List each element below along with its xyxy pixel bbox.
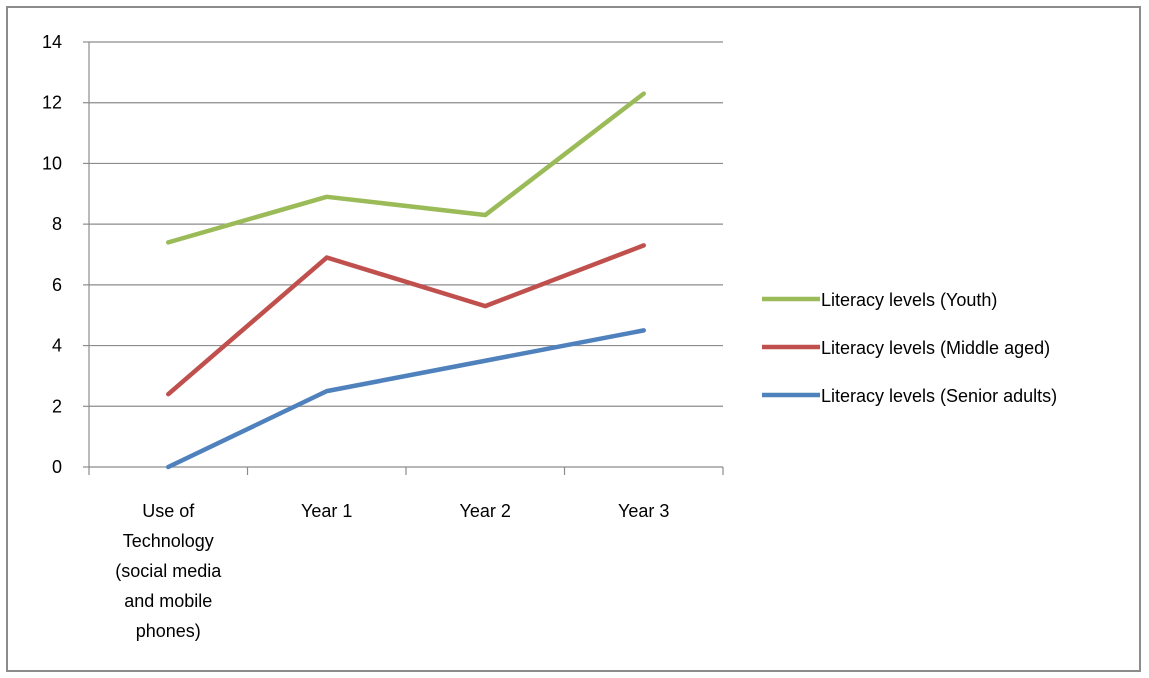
x-tick-label: Year 1: [301, 501, 352, 521]
legend-label: Literacy levels (Middle aged): [821, 338, 1050, 358]
x-tick-label: Use of Technology (social media and mobile p…: [115, 501, 222, 641]
legend-item: Literacy levels (Senior adults): [762, 386, 1057, 406]
y-tick-label: 2: [52, 396, 62, 416]
y-tick-label: 0: [52, 457, 62, 477]
y-tick-label: 4: [52, 336, 62, 356]
series-line: [166, 243, 646, 397]
series-line: [166, 328, 646, 470]
y-axis-tick-labels: 0 2 4 6 8 10 12 14: [42, 32, 62, 477]
axes: [83, 41, 724, 475]
x-tick-label: Year 3: [618, 501, 669, 521]
y-tick-label: 8: [52, 214, 62, 234]
chart-frame: [6, 6, 1141, 672]
x-tick-label: Year 2: [460, 501, 511, 521]
x-axis-tick-labels: Use of Technology (social media and mobile p…: [115, 501, 669, 641]
gridlines: [89, 41, 723, 407]
y-tick-label: 14: [42, 32, 62, 52]
legend-item: Literacy levels (Middle aged): [762, 338, 1050, 358]
series-lines: [166, 91, 646, 470]
y-tick-label: 10: [42, 153, 62, 173]
y-tick-label: 12: [42, 93, 62, 113]
legend-label: Literacy levels (Youth): [821, 290, 997, 310]
y-tick-label: 6: [52, 275, 62, 295]
legend: Literacy levels (Youth) Literacy levels (…: [762, 290, 1057, 406]
legend-label: Literacy levels (Senior adults): [821, 386, 1057, 406]
series-line: [166, 91, 646, 245]
legend-item: Literacy levels (Youth): [762, 290, 997, 310]
